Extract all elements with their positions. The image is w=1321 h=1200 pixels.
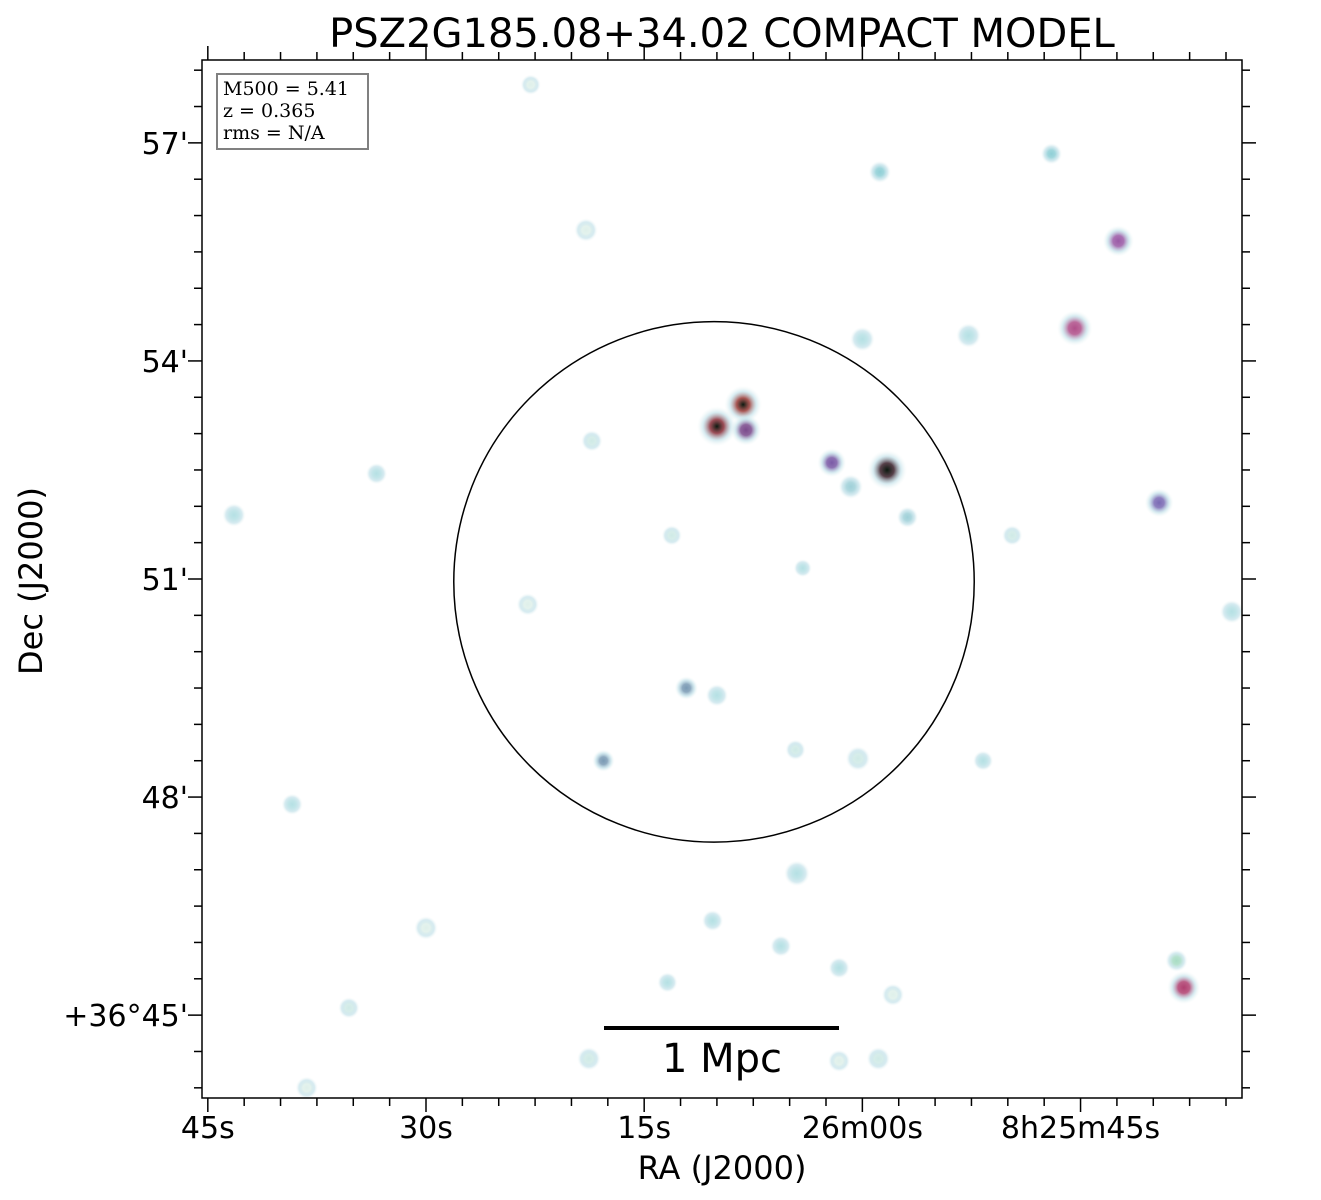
source-blob [365,462,388,485]
source-blob [338,997,360,1019]
y-tick-label: 48' [142,781,188,816]
source-blob [817,448,847,478]
source-blob [724,385,762,424]
y-axis-label: Dec (J2000) [12,487,50,675]
source-blob [785,739,806,760]
y-tick-label: 57' [142,127,188,162]
source-blob [674,676,699,700]
y-tick-label: +36°45' [63,999,188,1034]
source-blob [730,414,762,446]
x-tick-label: 26m00s [802,1111,923,1146]
plot-frame [201,59,1243,1099]
source-blob [414,916,438,940]
source-blob [845,746,871,771]
x-tick-labels: 45s 30s 15s 26m00s 8h25m45s [181,1111,1160,1146]
info-rms: rms = N/A [223,122,325,144]
info-m500: M500 = 5.41 [223,78,349,100]
source-blob [705,684,729,707]
source-blob [1056,310,1093,347]
source-blob [881,983,905,1006]
source-blob [701,909,724,932]
source-blob [793,559,812,578]
source-blob [1144,488,1174,518]
source-blob [696,406,737,447]
source-blob [657,972,678,993]
source-blob [577,1046,601,1071]
source-blob [295,1076,318,1098]
source-blob [868,160,892,184]
scalebar-label: 1 Mpc [662,1036,782,1082]
source-blob [866,1046,891,1071]
source-blob [520,74,541,95]
y-tick-label: 51' [142,563,188,598]
source-blob [581,430,603,452]
source-blob [661,525,682,546]
x-tick-label: 45s [181,1111,235,1146]
source-blob [516,593,540,616]
source-blob [867,449,908,490]
source-blob [592,749,615,772]
source-blob [1220,599,1242,624]
source-blob [896,506,919,528]
source-blob [827,1049,851,1073]
source-blob [972,750,994,771]
chart-title: PSZ2G185.08+34.02 COMPACT MODEL [329,11,1115,57]
y-tick-label: 54' [142,345,188,380]
source-blob [281,793,303,815]
x-tick-label: 30s [399,1111,453,1146]
source-blob [222,503,246,527]
info-box: M500 = 5.41 z = 0.365 rms = N/A [216,73,369,150]
info-redshift: z = 0.365 [223,100,315,122]
source-blob [784,860,810,887]
x-tick-label: 15s [617,1111,671,1146]
source-blob [850,326,875,352]
x-tick-label: 8h25m45s [1001,1111,1160,1146]
source-blob [770,935,792,957]
source-blob [1165,949,1188,972]
source-blob [1102,225,1134,257]
source-blob [956,323,981,348]
source-blob [1002,525,1023,546]
source-blob [1167,970,1201,1005]
axis-ticks [188,46,1256,1112]
y-tick-labels: 57' 54' 51' 48' +36°45' [63,127,188,1034]
source-blob [574,218,598,242]
source-blob [1040,143,1063,165]
image-area [222,74,1242,1098]
r500-circle [453,320,975,843]
source-blob [838,474,864,499]
info-box-frame [216,73,369,150]
source-blob [828,957,850,979]
x-axis-label: RA (J2000) [638,1149,807,1187]
